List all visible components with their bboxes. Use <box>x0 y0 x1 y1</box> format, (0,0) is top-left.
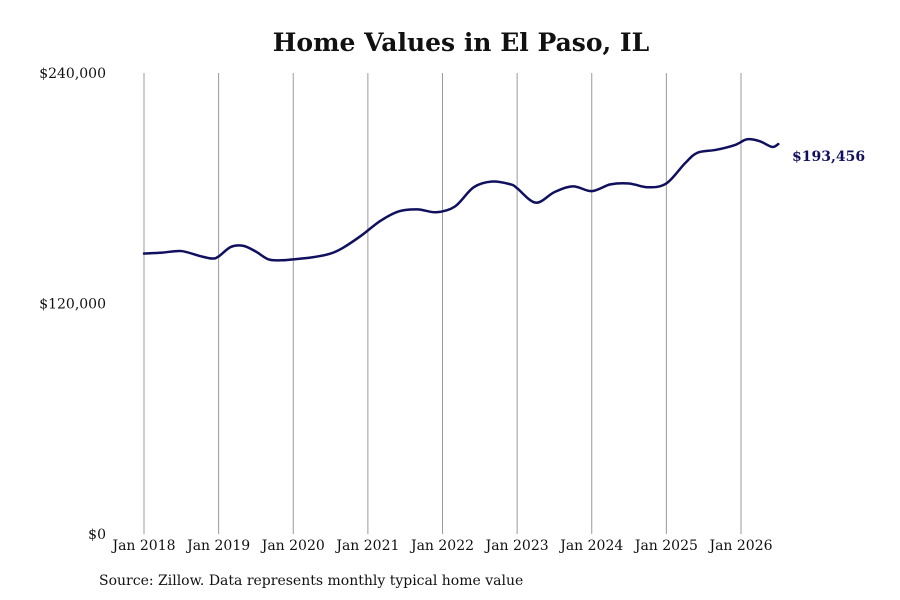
x-tick-label: Jan 2019 <box>185 538 250 554</box>
series-layer: $193,456 <box>142 137 865 262</box>
x-tick-label: Jan 2022 <box>409 538 474 554</box>
chart-title: Home Values in El Paso, IL <box>272 28 650 57</box>
source-note: Source: Zillow. Data represents monthly … <box>99 573 524 589</box>
x-tick-label: Jan 2020 <box>260 538 325 554</box>
series-line <box>142 137 780 262</box>
y-tick-label: $240,000 <box>39 66 106 82</box>
x-tick-label: Jan 2021 <box>334 538 399 554</box>
end-value-label: $193,456 <box>792 149 865 165</box>
y-tick-label: $120,000 <box>39 297 106 313</box>
y-tick-label: $0 <box>88 527 106 543</box>
x-tick-label: Jan 2023 <box>484 538 549 554</box>
grid-lines <box>143 73 742 534</box>
x-tick-label: Jan 2025 <box>633 538 698 554</box>
x-axis-ticks: Jan 2018 Jan 2019 Jan 2020 Jan 2021 Jan 2022… <box>110 538 772 554</box>
y-axis-ticks: $0 $120,000 $240,000 <box>39 66 106 543</box>
x-tick-label: Jan 2026 <box>707 538 772 554</box>
x-tick-label: Jan 2018 <box>110 538 175 554</box>
x-tick-label: Jan 2024 <box>558 538 623 554</box>
